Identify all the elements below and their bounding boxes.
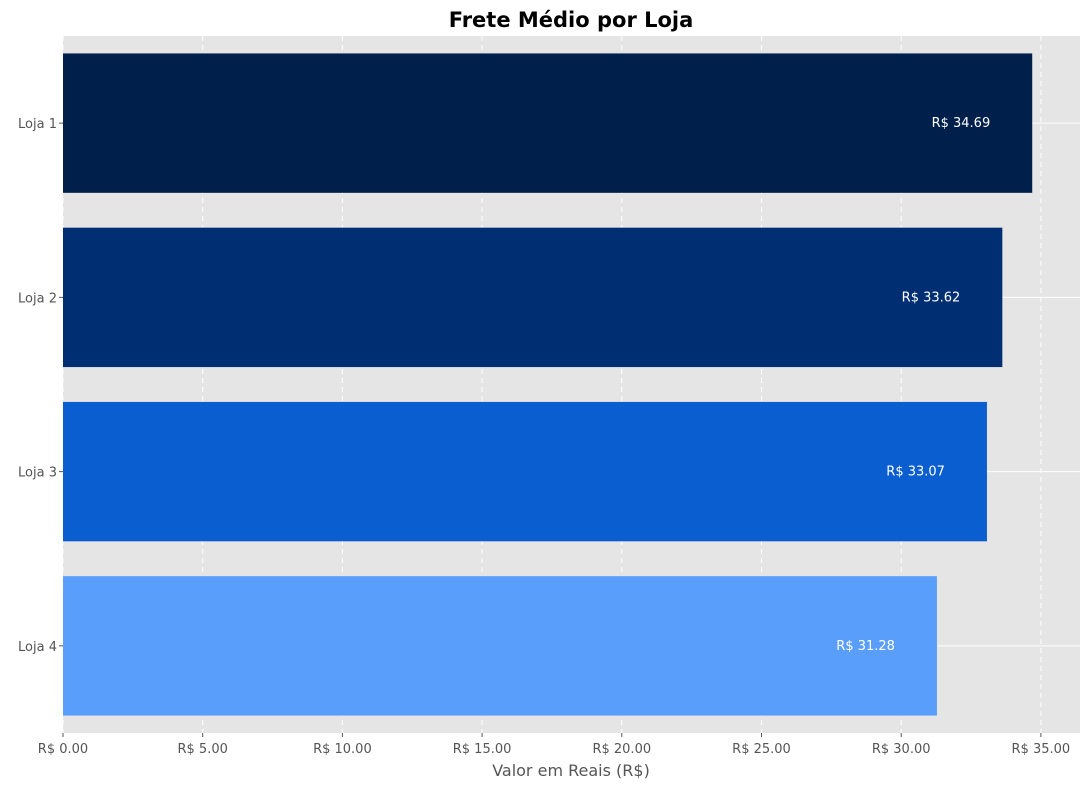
x-tick-label: R$ 0.00 xyxy=(38,742,88,757)
bar xyxy=(63,401,987,542)
x-tick-labels: R$ 0.00 R$ 5.00 R$ 10.00 R$ 15.00 R$ 20.00 R$… xyxy=(38,733,1070,757)
y-tick-label: Loja 4 xyxy=(18,640,57,655)
bar-value-label: R$ 33.07 xyxy=(886,465,945,480)
x-tick-label: R$ 20.00 xyxy=(592,742,651,757)
y-tick-label: Loja 3 xyxy=(18,466,57,481)
bar-value-label: R$ 33.62 xyxy=(902,290,961,305)
x-tick-label: R$ 35.00 xyxy=(1012,742,1071,757)
bar xyxy=(63,227,1003,368)
x-tick-label: R$ 25.00 xyxy=(732,742,791,757)
bar xyxy=(63,576,937,716)
bar-value-label: R$ 31.28 xyxy=(836,639,895,654)
bar-value-labels: R$ 34.69 R$ 33.62 R$ 33.07 R$ 31.28 xyxy=(836,116,990,654)
bars xyxy=(63,53,1033,716)
x-tick-label: R$ 30.00 xyxy=(872,742,931,757)
bar-value-label: R$ 34.69 xyxy=(932,116,991,131)
x-tick-label: R$ 10.00 xyxy=(313,742,372,757)
y-tick-label: Loja 2 xyxy=(18,291,57,306)
bar xyxy=(63,53,1033,193)
y-tick-label: Loja 1 xyxy=(18,117,57,132)
y-tick-labels: Loja 1 Loja 2 Loja 3 Loja 4 xyxy=(18,117,63,655)
x-axis-label: Valor em Reais (R$) xyxy=(492,761,650,780)
x-tick-label: R$ 15.00 xyxy=(453,742,512,757)
chart-title: Frete Médio por Loja xyxy=(449,8,694,32)
x-tick-label: R$ 5.00 xyxy=(178,742,228,757)
